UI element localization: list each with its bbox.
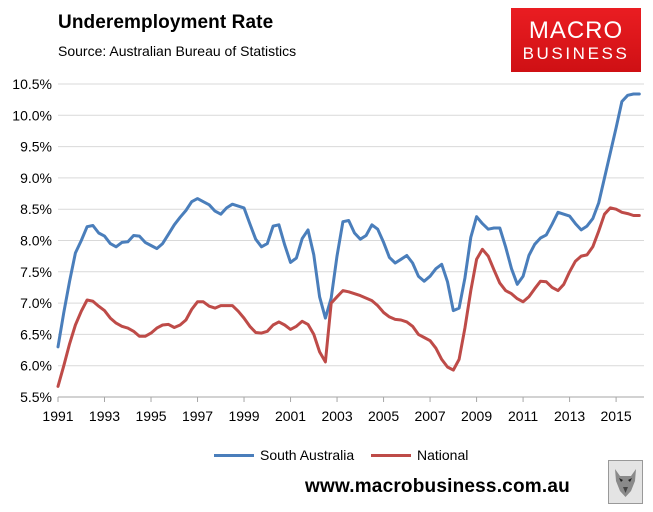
x-tick-label: 2001 (275, 408, 306, 424)
y-axis-tick-labels: 5.5% 6.0% 6.5% 7.0% 7.5% 8.0% 8.5% 9.0% 9.5% 10.0… (12, 76, 52, 405)
footer-url[interactable]: www.macrobusiness.com.au (305, 476, 570, 497)
y-tick-label: 8.5% (20, 201, 52, 217)
x-tick-label: 1995 (135, 408, 166, 424)
chart-subtitle: Source: Australian Bureau of Statistics (58, 43, 297, 59)
wolf-logo-icon (608, 460, 643, 504)
x-tick-label: 2013 (554, 408, 585, 424)
logo-text-business: BUSINESS (522, 43, 630, 63)
x-tick-label: 2005 (368, 408, 399, 424)
y-tick-label: 10.5% (12, 76, 52, 92)
legend-swatch-national (371, 453, 411, 457)
x-tick-label: 1993 (89, 408, 120, 424)
series-line-national (56, 206, 641, 388)
y-tick-label: 10.0% (12, 107, 52, 123)
y-tick-label: 9.5% (20, 139, 52, 155)
x-tick-label: 2007 (414, 408, 445, 424)
legend-item-national: National (371, 447, 468, 463)
y-tick-label: 7.0% (20, 295, 52, 311)
y-tick-label: 6.5% (20, 326, 52, 342)
macrobusiness-logo: MACRO BUSINESS (511, 8, 641, 72)
y-tick-label: 6.0% (20, 358, 52, 374)
y-tick-label: 8.0% (20, 233, 52, 249)
x-tick-label: 1997 (182, 408, 213, 424)
x-axis-tick-labels: 1991 1993 1995 1997 1999 2001 2003 2005 2007 2009… (42, 397, 632, 424)
chart-title: Underemployment Rate (58, 12, 274, 33)
legend-label-south-australia: South Australia (260, 447, 355, 463)
x-tick-label: 1991 (42, 408, 73, 424)
legend-label-national: National (417, 447, 469, 463)
y-tick-label: 9.0% (20, 170, 52, 186)
y-tick-label: 5.5% (20, 389, 52, 405)
legend-swatch-south-australia (214, 453, 254, 457)
series-lines (56, 92, 641, 388)
x-tick-label: 2009 (461, 408, 492, 424)
grid-lines (58, 83, 644, 398)
x-tick-label: 2015 (601, 408, 632, 424)
x-tick-label: 2003 (321, 408, 352, 424)
x-tick-label: 2011 (508, 408, 538, 424)
legend-item-south-australia: South Australia (214, 447, 354, 463)
x-tick-label: 1999 (228, 408, 259, 424)
y-tick-label: 7.5% (20, 264, 52, 280)
logo-text-macro: MACRO (528, 16, 624, 44)
series-line-south-australia (56, 92, 641, 349)
